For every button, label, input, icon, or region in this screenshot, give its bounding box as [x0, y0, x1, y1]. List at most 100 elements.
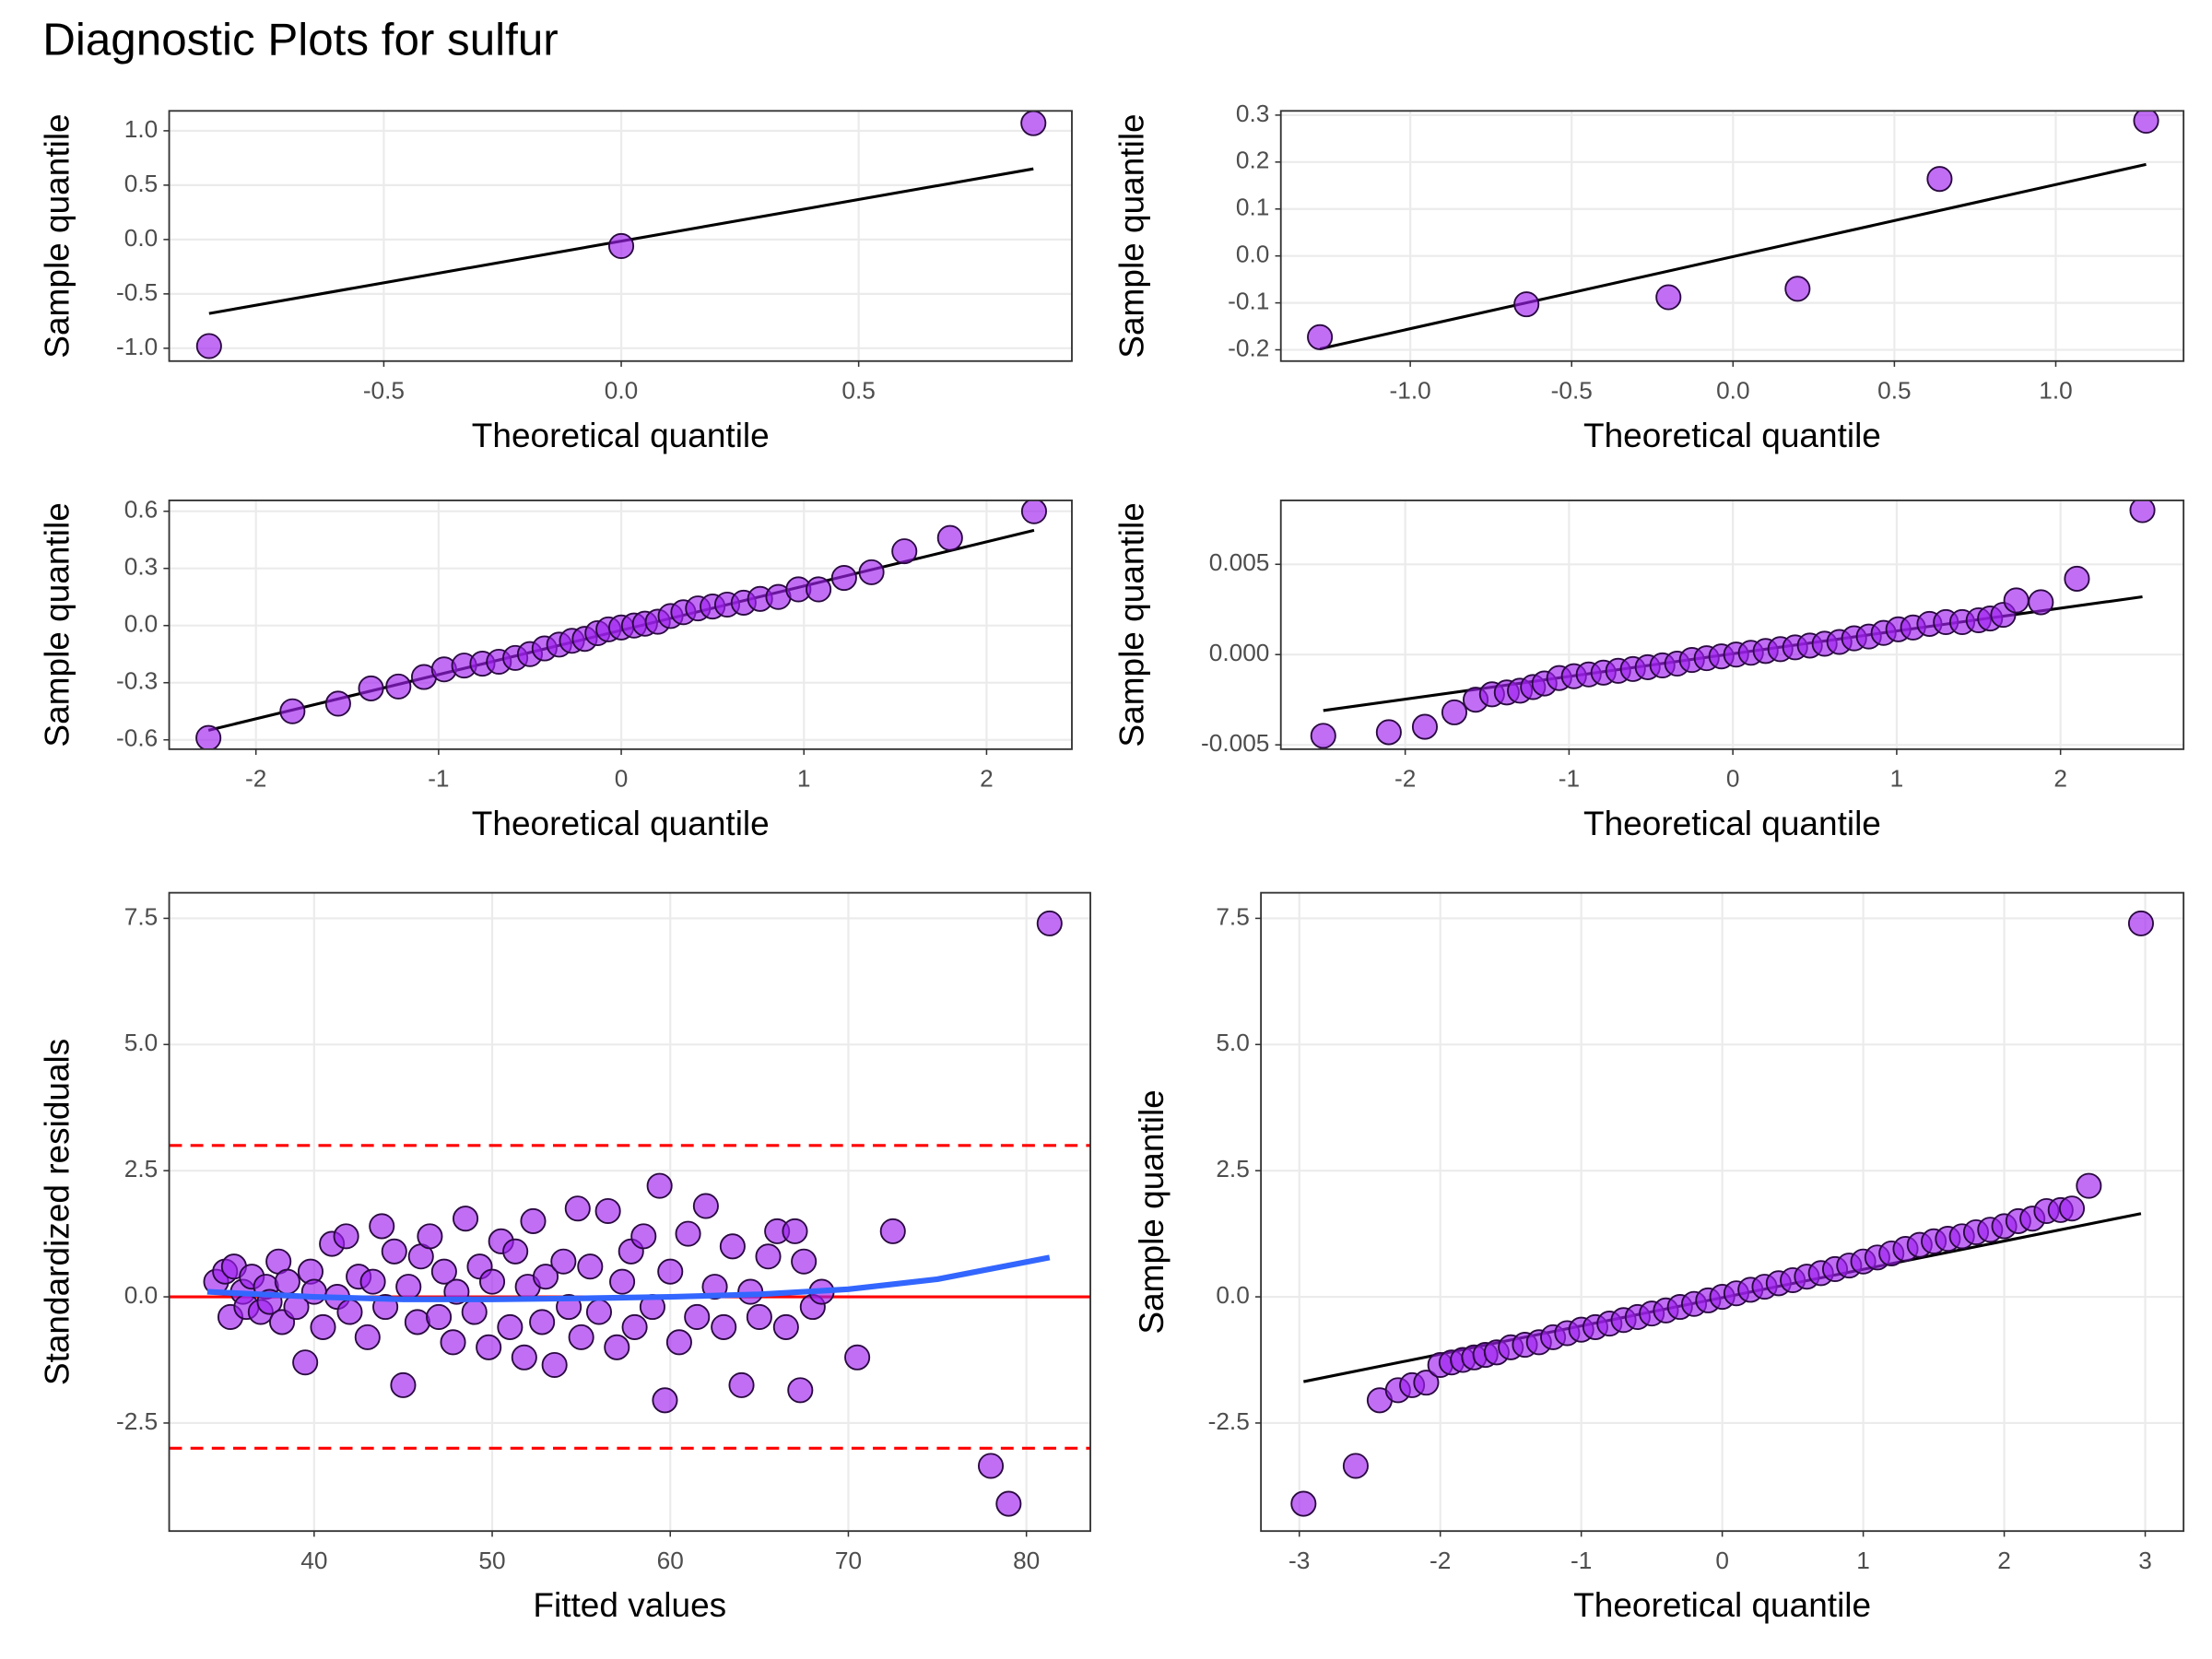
point	[657, 1258, 684, 1285]
panel-border	[1279, 110, 2185, 362]
y-axis-title: Sample quantile	[1112, 502, 1151, 747]
point	[476, 1334, 502, 1360]
point	[2058, 1195, 2086, 1222]
x-tick-label: 80	[1013, 1547, 1040, 1574]
point	[995, 1490, 1022, 1517]
point	[1513, 291, 1540, 318]
x-tick-label: 70	[835, 1547, 862, 1574]
point	[1413, 1370, 1440, 1396]
y-axis-title: Sample quantile	[1132, 1089, 1171, 1334]
x-tick-label: 1	[797, 765, 811, 793]
point	[665, 1329, 692, 1356]
plot-content	[1307, 111, 2159, 351]
point	[936, 524, 963, 551]
point	[502, 1238, 529, 1265]
y-tick-label: 0.0	[124, 1281, 158, 1309]
y-tick-label: 0.0	[124, 610, 158, 638]
y-tick-label: 5.0	[1216, 1029, 1249, 1056]
point	[529, 1309, 556, 1335]
point	[564, 1195, 591, 1222]
panel: -0.5 0.0 0.5 -1.0 -0.5 0.0 0.5 1.0 Theoretical q…	[38, 110, 1073, 454]
point	[310, 1313, 336, 1340]
x-tick-label: 50	[478, 1547, 505, 1574]
point	[568, 1324, 594, 1350]
point	[684, 1303, 711, 1331]
point	[274, 1268, 300, 1295]
point	[621, 1313, 648, 1340]
x-tick-label: -3	[1288, 1547, 1310, 1574]
point	[417, 1223, 443, 1250]
point	[1307, 324, 1334, 350]
y-tick-label: 0.1	[1236, 194, 1269, 221]
point	[2076, 1172, 2102, 1199]
point	[430, 1258, 457, 1285]
point	[711, 1313, 737, 1340]
y-tick-label: 2.5	[1216, 1155, 1249, 1182]
point	[404, 1309, 430, 1335]
point	[604, 1334, 630, 1360]
point	[550, 1248, 577, 1275]
point	[358, 675, 384, 701]
plot-content	[1310, 500, 2156, 749]
point	[608, 232, 635, 259]
y-tick-label: -0.3	[116, 667, 158, 695]
x-tick-label: 3	[2138, 1547, 2152, 1574]
x-tick-label: -1	[1571, 1547, 1592, 1574]
point	[594, 1197, 621, 1225]
point	[426, 1303, 453, 1331]
x-axis-title: Theoretical quantile	[1583, 804, 1881, 842]
point	[585, 1299, 612, 1325]
y-tick-label: -1.0	[116, 333, 158, 360]
x-tick-label: 1.0	[2039, 377, 2072, 405]
panel-border	[168, 500, 1073, 750]
point	[497, 1313, 524, 1340]
x-tick-label: 0	[1726, 765, 1740, 793]
point	[1655, 284, 1682, 311]
x-tick-label: 0.0	[1716, 377, 1749, 405]
y-tick-label: 0.6	[124, 496, 158, 524]
point	[728, 1371, 755, 1398]
x-tick-label: 2	[2053, 765, 2067, 793]
point	[390, 1371, 417, 1398]
x-axis-title: Theoretical quantile	[472, 804, 770, 842]
point	[2064, 565, 2090, 592]
point	[1375, 719, 1402, 746]
y-tick-label: 0.3	[1236, 100, 1269, 127]
point	[1784, 276, 1811, 302]
point	[1926, 166, 1953, 193]
point	[395, 1274, 422, 1300]
smooth-curve	[206, 1254, 1051, 1302]
y-tick-label: -0.005	[1201, 729, 1269, 757]
point	[1036, 910, 1063, 936]
point	[461, 1299, 488, 1325]
y-tick-label: -0.5	[116, 278, 158, 306]
y-axis-title: Sample quantile	[1112, 113, 1151, 358]
x-tick-label: -1	[1559, 765, 1580, 793]
x-tick-label: 1	[1856, 1547, 1870, 1574]
point	[1441, 699, 1467, 725]
x-tick-label: 2	[980, 765, 994, 793]
x-tick-label: 40	[300, 1547, 327, 1574]
point	[532, 1264, 559, 1290]
point	[1020, 500, 1047, 524]
x-tick-label: -2	[1430, 1547, 1451, 1574]
y-tick-label: 1.0	[124, 115, 158, 143]
point	[279, 698, 306, 724]
x-tick-label: -1	[428, 765, 449, 793]
point	[2133, 111, 2159, 135]
point	[891, 538, 918, 565]
point	[369, 1213, 395, 1240]
point	[292, 1349, 319, 1376]
point	[195, 724, 222, 749]
plot-content	[195, 500, 1047, 749]
y-tick-label: 0.005	[1209, 548, 1270, 576]
x-tick-label: 0.5	[841, 377, 875, 405]
point	[336, 1299, 363, 1325]
point	[2127, 910, 2154, 936]
plot-content	[169, 910, 1091, 1517]
point	[577, 1253, 604, 1280]
point	[787, 1377, 814, 1404]
point	[719, 1233, 746, 1260]
panel-border	[168, 891, 1091, 1533]
